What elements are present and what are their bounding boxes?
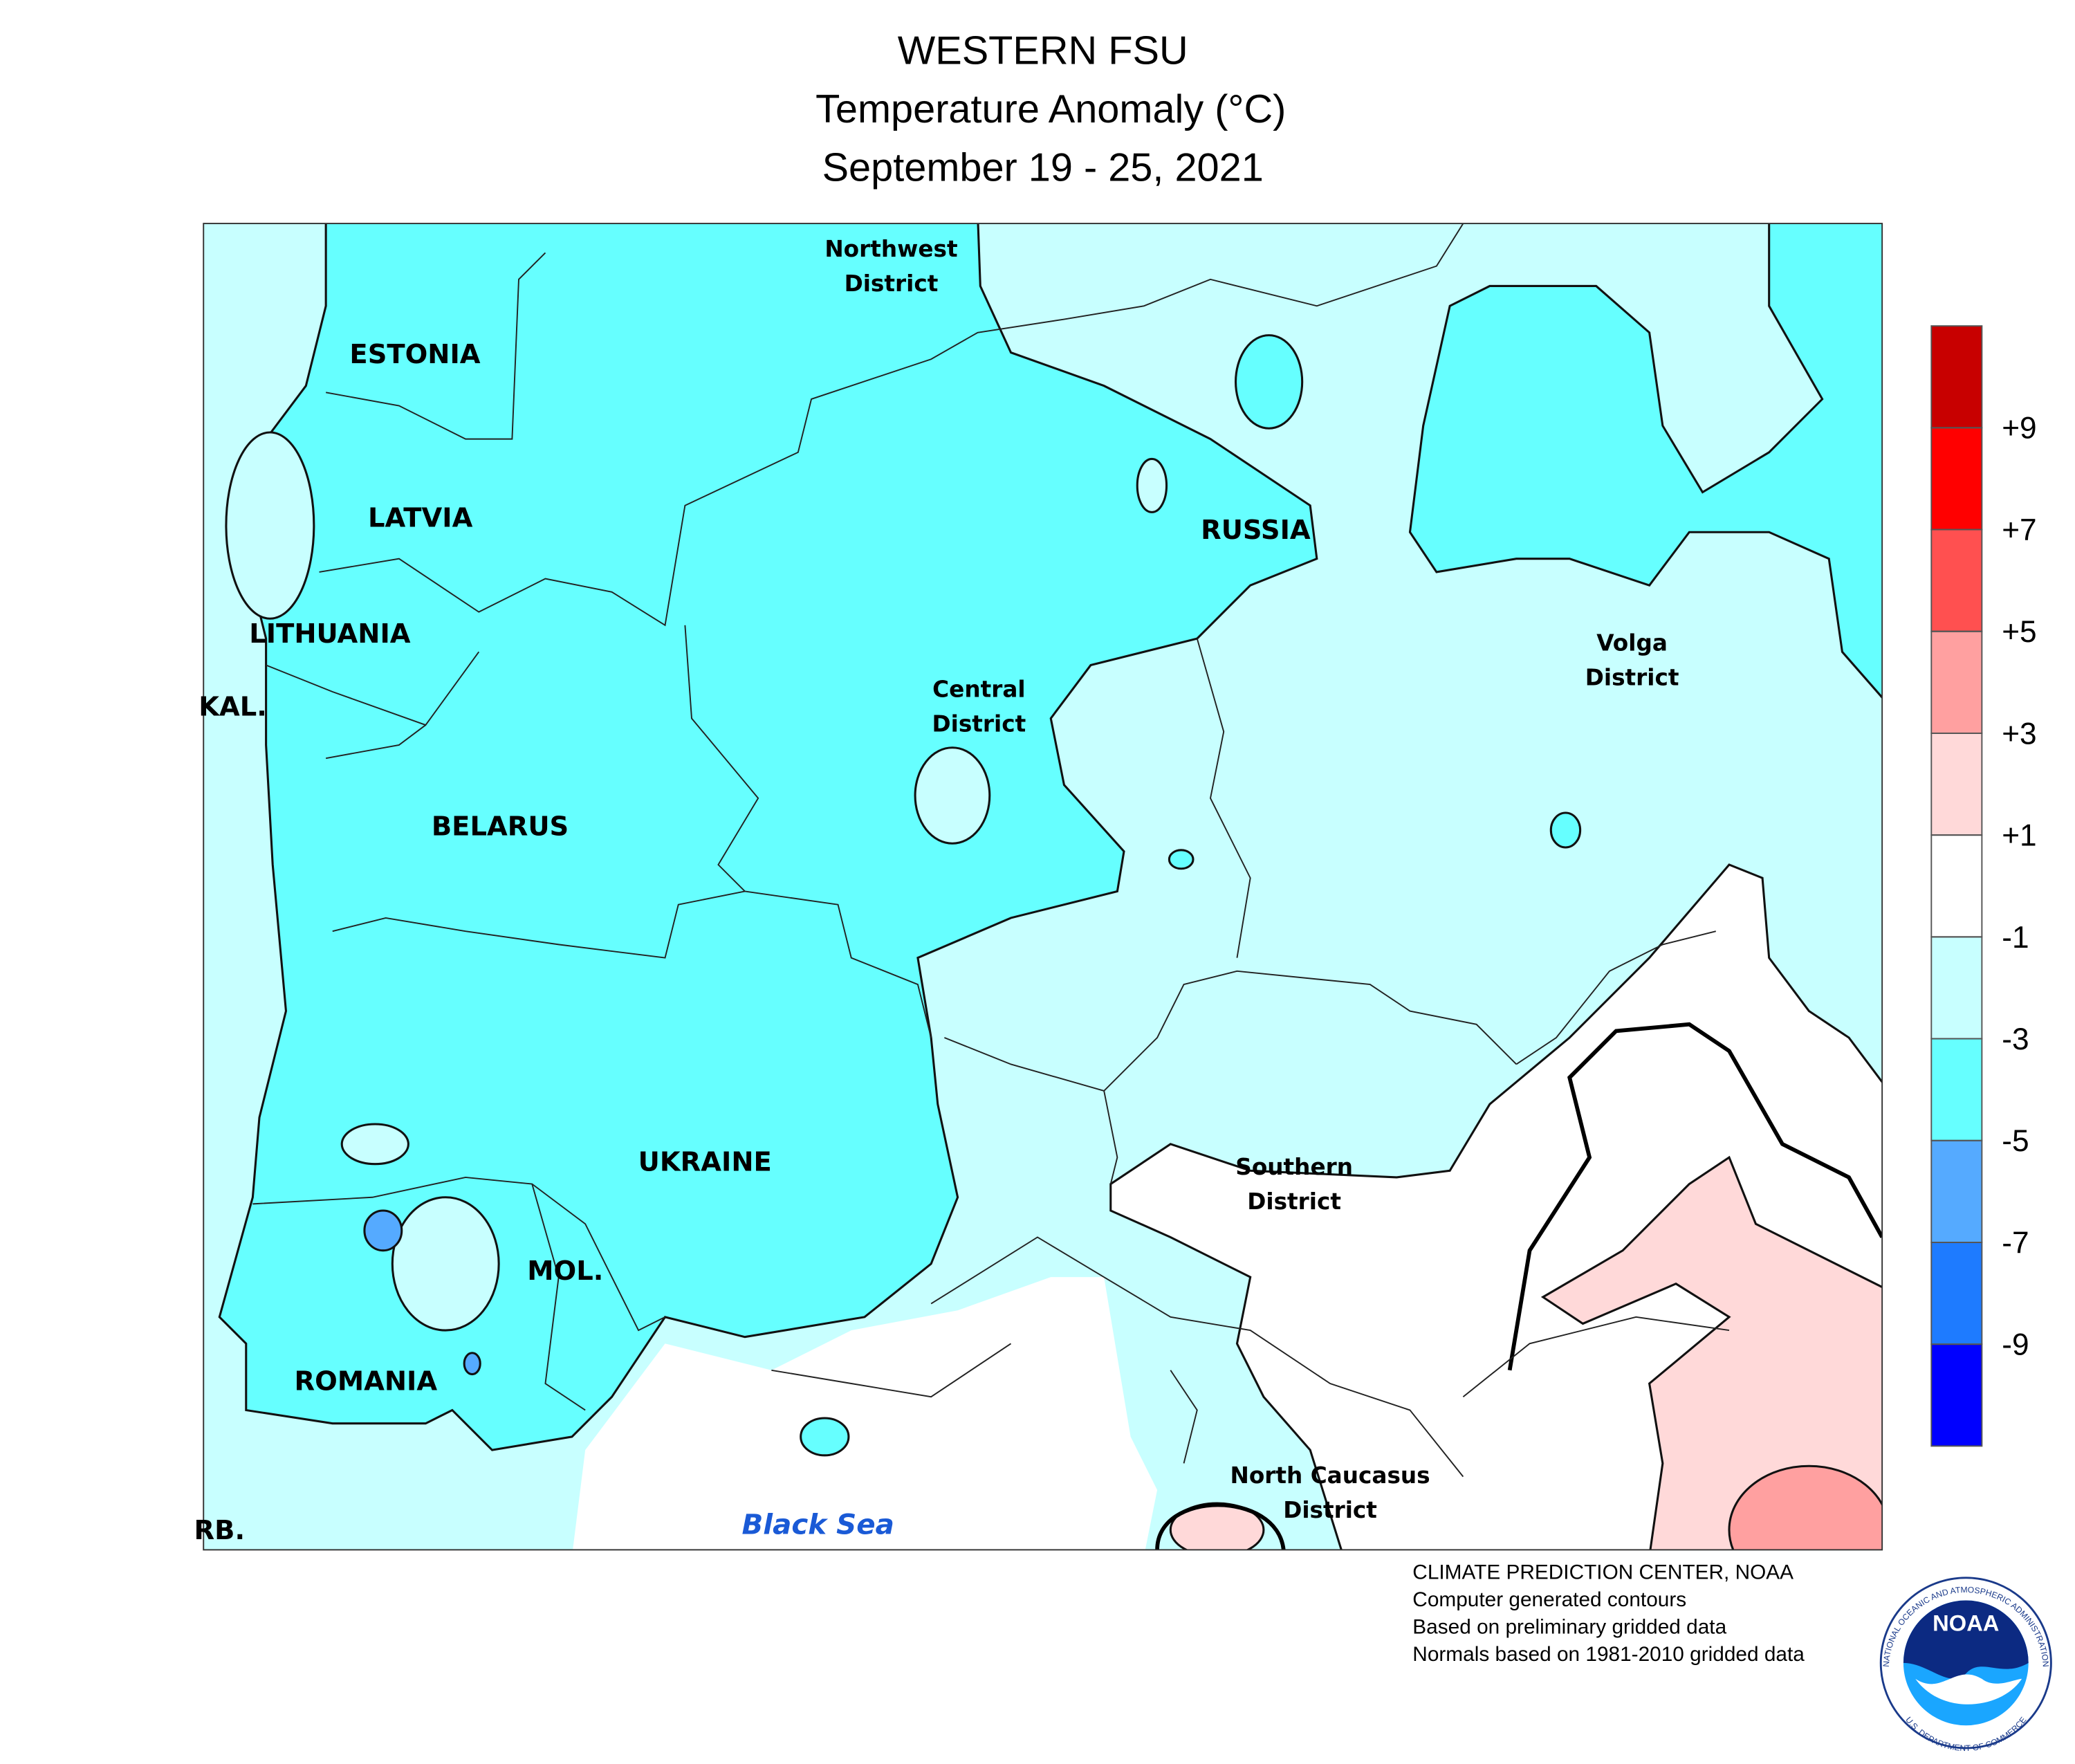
legend-swatch bbox=[1930, 325, 1983, 429]
legend-tick-label: -7 bbox=[2002, 1226, 2029, 1260]
anomaly-area bbox=[218, 223, 1318, 1451]
legend-tick-label: +7 bbox=[2002, 513, 2036, 547]
anomaly-area bbox=[1728, 1464, 1883, 1550]
map-label: UKRAINE bbox=[638, 1146, 772, 1177]
legend-tick-label: -5 bbox=[2002, 1124, 2029, 1158]
anomaly-area bbox=[225, 431, 315, 620]
footer-line: CLIMATE PREDICTION CENTER, NOAA bbox=[1412, 1561, 1793, 1584]
anomaly-area bbox=[1168, 849, 1195, 870]
anomaly-area bbox=[1540, 1155, 1883, 1550]
noaa-logo: NOAA NATIONAL OCEANIC AND ATMOSPHERIC AD… bbox=[1879, 1577, 2052, 1753]
map-label: Black Sea bbox=[741, 1508, 894, 1541]
sea-area bbox=[573, 1277, 1158, 1550]
map-label: District bbox=[1283, 1497, 1377, 1523]
map-label: ESTONIA bbox=[349, 339, 480, 370]
map-label: MOL. bbox=[527, 1256, 603, 1287]
anomaly-area bbox=[914, 746, 991, 845]
anomaly-area bbox=[1235, 334, 1304, 430]
legend-swatch bbox=[1930, 427, 1983, 531]
legend-tick-label: -1 bbox=[2002, 921, 2029, 955]
legend-swatch bbox=[1930, 529, 1983, 632]
map-label: Volga bbox=[1596, 630, 1668, 656]
zero-contour bbox=[1507, 1022, 1883, 1371]
anomaly-area bbox=[391, 1196, 500, 1332]
map-label: Southern bbox=[1235, 1154, 1353, 1180]
legend-swatch bbox=[1930, 834, 1983, 938]
legend-swatch bbox=[1930, 1139, 1983, 1243]
map-label: LITHUANIA bbox=[249, 618, 411, 650]
borders bbox=[252, 223, 1730, 1478]
map-label: Central bbox=[932, 677, 1025, 703]
legend-swatch bbox=[1930, 936, 1983, 1040]
anomaly-area bbox=[1408, 223, 1883, 699]
map-label: LATVIA bbox=[368, 503, 473, 534]
legend-swatch bbox=[1930, 1038, 1983, 1141]
map-labels: Northwest District ESTONIA LATVIA LITHUANIA K… bbox=[194, 236, 1679, 1546]
legend-swatch bbox=[1930, 1242, 1983, 1345]
map-label: ROMANIA bbox=[295, 1366, 438, 1397]
map-label: KAL. bbox=[199, 692, 267, 723]
legend-tick-label: -9 bbox=[2002, 1328, 2029, 1362]
legend-swatch bbox=[1930, 1343, 1983, 1447]
legend-tick-label: +3 bbox=[2002, 717, 2036, 751]
anomaly-area bbox=[363, 1209, 403, 1252]
anomaly-area bbox=[800, 1417, 850, 1457]
anomaly-area bbox=[463, 1352, 481, 1376]
title-line: September 19 - 25, 2021 bbox=[822, 146, 1264, 190]
zero-contour bbox=[1155, 1503, 1286, 1550]
map-label: District bbox=[1247, 1188, 1341, 1215]
anomaly-area bbox=[1136, 457, 1168, 513]
legend-tick-label: +5 bbox=[2002, 615, 2036, 649]
legend-tick-label: +9 bbox=[2002, 412, 2036, 445]
anomaly-area bbox=[1549, 811, 1582, 849]
footer-line: Normals based on 1981-2010 gridded data bbox=[1412, 1643, 1805, 1666]
footer-line: Computer generated contours bbox=[1412, 1588, 1686, 1611]
map-label: District bbox=[845, 270, 939, 297]
legend-swatch bbox=[1930, 733, 1983, 836]
legend: +9 +7 +5 +3 +1 -1 -3 -5 -7 -9 bbox=[1930, 325, 2037, 1447]
legend-tick-label: -3 bbox=[2002, 1022, 2029, 1056]
legend-tick-label: +1 bbox=[2002, 819, 2036, 853]
title-line: WESTERN FSU bbox=[898, 28, 1188, 73]
title-line: Temperature Anomaly (°C) bbox=[815, 87, 1286, 131]
footer-line: Based on preliminary gridded data bbox=[1412, 1616, 1726, 1639]
map-label: BELARUS bbox=[432, 811, 569, 843]
logo-name: NOAA bbox=[1933, 1610, 1999, 1636]
map bbox=[203, 223, 1883, 1550]
map-label: Northwest bbox=[824, 236, 957, 262]
map-label: North Caucasus bbox=[1230, 1462, 1430, 1489]
logo-gull bbox=[1915, 1674, 2022, 1705]
footer: CLIMATE PREDICTION CENTER, NOAA Computer … bbox=[1412, 1561, 1805, 1666]
logo-sky bbox=[1903, 1600, 2029, 1679]
map-frame bbox=[203, 223, 1883, 1551]
map-label: RB. bbox=[194, 1515, 246, 1546]
map-label: District bbox=[932, 711, 1026, 737]
map-label: District bbox=[1585, 664, 1679, 690]
legend-swatch bbox=[1930, 630, 1983, 734]
map-label: RUSSIA bbox=[1201, 515, 1311, 546]
anomaly-area bbox=[340, 1123, 409, 1166]
